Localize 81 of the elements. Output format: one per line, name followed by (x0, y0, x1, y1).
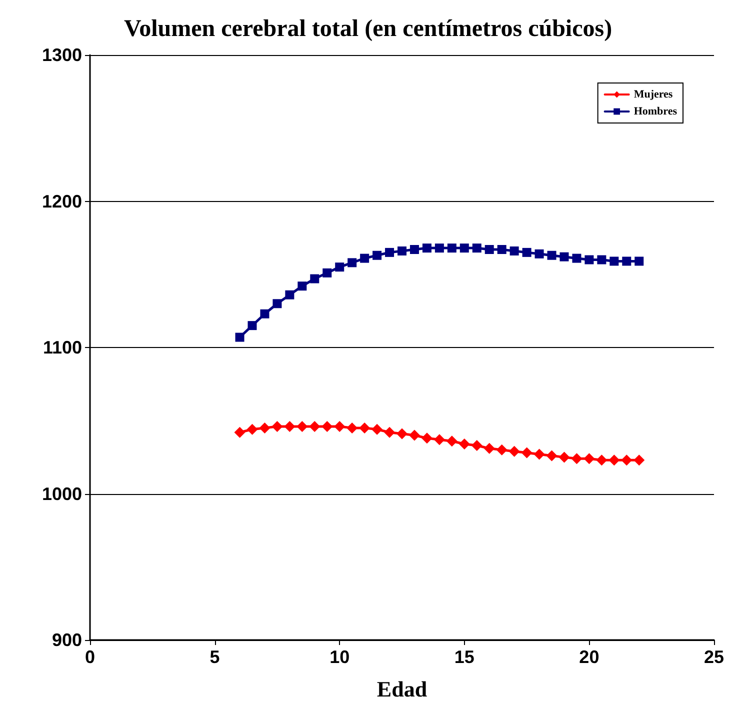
x-tick-label: 25 (704, 647, 724, 667)
point (359, 422, 370, 434)
point (560, 252, 569, 262)
point (572, 254, 582, 263)
point (634, 454, 645, 466)
point (272, 420, 283, 432)
point (622, 256, 632, 266)
point (234, 426, 246, 438)
point (309, 420, 320, 432)
x-tick-label: 10 (330, 647, 350, 667)
y-tick-label: 1200 (42, 191, 82, 212)
point (322, 420, 333, 432)
point (422, 244, 432, 253)
point (335, 262, 344, 272)
point (398, 246, 406, 256)
point (235, 332, 244, 342)
point (396, 428, 408, 440)
point (608, 454, 620, 466)
point (259, 422, 270, 434)
point (360, 254, 370, 263)
point (384, 426, 396, 438)
x-tick-label: 0 (84, 647, 96, 667)
point (597, 255, 606, 264)
point (521, 447, 532, 458)
point (421, 432, 432, 444)
legend-label: Hombres (634, 106, 678, 118)
y-tick-label: 900 (52, 630, 82, 650)
point (408, 430, 420, 441)
point (534, 448, 545, 460)
point (522, 248, 532, 257)
point (460, 244, 469, 253)
point (260, 309, 270, 318)
point (372, 250, 382, 260)
point (272, 299, 282, 308)
y-tick-label: 1000 (42, 484, 82, 504)
point (472, 244, 482, 253)
point (410, 245, 419, 254)
point (246, 424, 258, 435)
point (434, 434, 445, 446)
legend-label: Mujeres (634, 88, 674, 100)
point (284, 420, 296, 432)
x-tick-label: 20 (579, 647, 600, 667)
point (534, 249, 544, 258)
point (248, 321, 257, 330)
x-tick-label: 15 (454, 647, 474, 667)
point (634, 256, 644, 266)
point (471, 440, 482, 451)
point (596, 454, 608, 466)
point (298, 282, 307, 291)
point (546, 450, 558, 462)
point (571, 453, 582, 464)
point (497, 245, 506, 254)
point (558, 452, 570, 463)
point (547, 250, 556, 260)
point (310, 274, 320, 284)
point (322, 268, 332, 278)
point (348, 258, 357, 268)
point (372, 424, 383, 435)
point (584, 255, 594, 264)
x-tick-label: 5 (210, 647, 220, 667)
point (510, 246, 519, 256)
point (446, 436, 458, 447)
point (484, 442, 495, 454)
point (385, 248, 394, 257)
point (508, 446, 520, 457)
y-tick-label: 1100 (42, 338, 82, 358)
chart-title: Volumen cerebral total (en centímetros cúbicos) (124, 16, 612, 42)
x-axis-title: Edad (376, 676, 428, 702)
point (296, 420, 308, 432)
point (458, 438, 470, 450)
point (346, 422, 358, 434)
point (496, 444, 508, 456)
point (584, 453, 595, 464)
point (434, 244, 444, 253)
y-tick-label: 1300 (42, 45, 82, 65)
point (621, 454, 632, 466)
point (447, 244, 456, 253)
point (334, 420, 346, 432)
point (484, 245, 494, 254)
point (610, 256, 619, 266)
point (285, 290, 294, 300)
